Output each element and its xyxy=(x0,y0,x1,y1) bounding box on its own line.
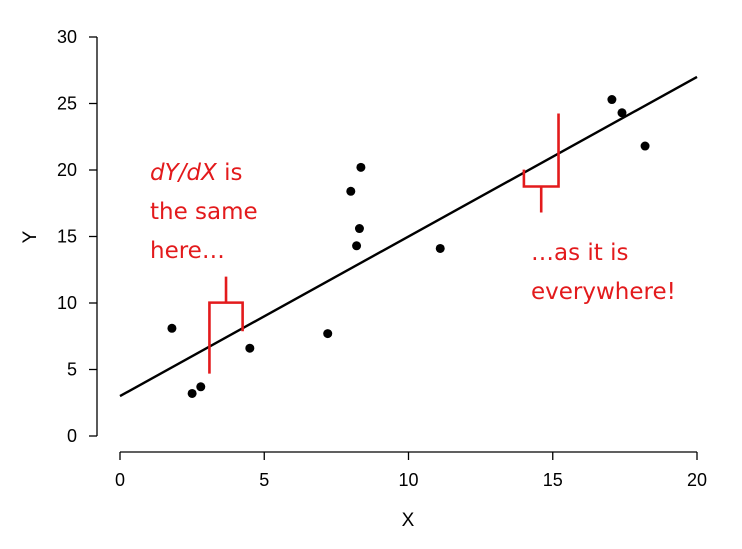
data-points xyxy=(167,95,650,398)
y-tick-label: 20 xyxy=(57,160,77,180)
bracket xyxy=(208,301,244,374)
data-point xyxy=(640,141,650,151)
annotations: dY/dX is the same here… …as it is everywhere… xyxy=(150,113,676,374)
data-point xyxy=(356,162,366,172)
y-tick-label: 15 xyxy=(57,227,77,247)
annotation-text-segment: the same xyxy=(150,199,258,225)
y-tick-label: 25 xyxy=(57,94,77,114)
annotation-text-segment: …as it is xyxy=(531,240,628,266)
x-tick-label: 20 xyxy=(687,470,707,490)
y-tick-label: 30 xyxy=(57,27,77,47)
data-point xyxy=(435,243,445,253)
annotation-text-segment: dY/dX xyxy=(150,160,218,186)
annotation-1: dY/dX is the same here… xyxy=(150,160,258,374)
annotation-text-line: everywhere! xyxy=(531,279,676,305)
y-tick-label: 5 xyxy=(67,360,77,380)
annotation-2: …as it is everywhere! xyxy=(522,113,676,305)
bracket xyxy=(522,113,560,188)
y-tick-label: 0 xyxy=(67,426,77,446)
regression-line xyxy=(119,75,698,398)
data-point xyxy=(617,108,627,118)
annotation-text-segment: here… xyxy=(150,238,225,264)
axes: 0 5 10 15 20 0 5 10 15 20 25 30 xyxy=(57,27,707,490)
y-tick-label: 10 xyxy=(57,293,77,313)
data-point xyxy=(607,95,617,105)
regression-line-group xyxy=(119,75,698,398)
data-point xyxy=(187,388,197,398)
annotation-text-segment: everywhere! xyxy=(531,279,676,305)
data-point xyxy=(346,186,356,196)
annotation-text-line: the same xyxy=(150,199,258,225)
annotation-text-line: here… xyxy=(150,238,225,264)
data-point xyxy=(167,323,177,333)
x-tick-label: 10 xyxy=(398,470,418,490)
annotation-text-line: …as it is xyxy=(531,240,628,266)
data-point xyxy=(196,382,206,392)
data-point xyxy=(352,241,362,251)
data-point xyxy=(323,329,333,339)
x-tick-label: 0 xyxy=(115,470,125,490)
data-point xyxy=(245,343,255,353)
x-tick-label: 15 xyxy=(543,470,563,490)
data-point xyxy=(354,224,364,234)
annotation-text-line: dY/dX is xyxy=(150,160,242,186)
x-tick-label: 5 xyxy=(259,470,269,490)
y-axis-title: Y xyxy=(20,230,41,243)
x-axis-title: X xyxy=(402,510,415,531)
annotation-text-segment: is xyxy=(217,160,243,186)
